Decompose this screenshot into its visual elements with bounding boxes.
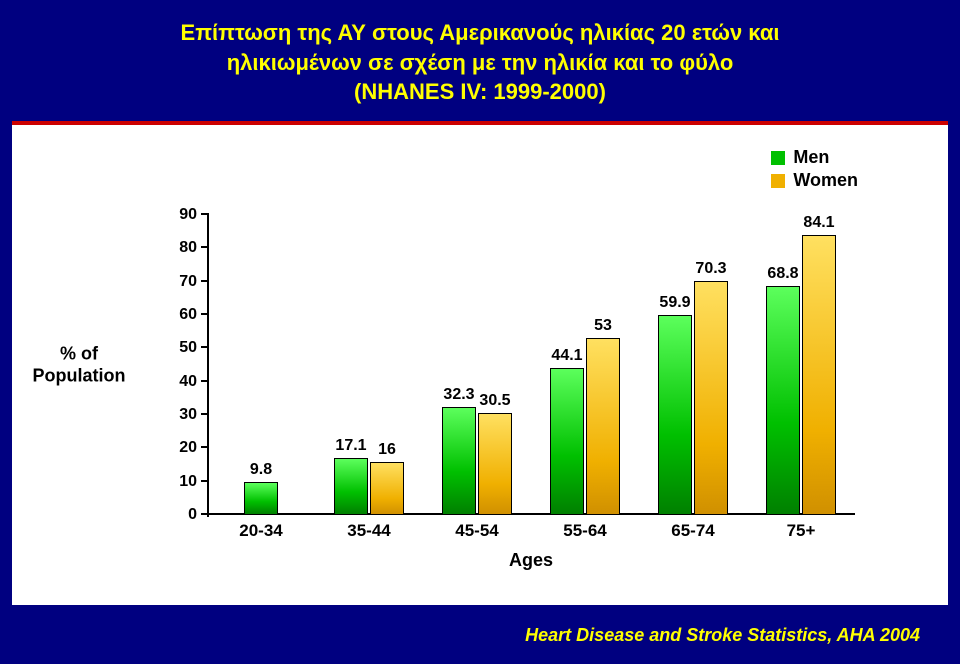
y-tick-mark xyxy=(201,413,207,415)
x-tick-label: 20-34 xyxy=(239,521,282,541)
bar-value-label: 30.5 xyxy=(479,392,510,410)
bar-group: 17.116 xyxy=(315,458,423,515)
chart-title: Επίπτωση της ΑΥ στους Αμερικανούς ηλικία… xyxy=(0,0,960,117)
x-axis-label: Ages xyxy=(509,550,553,571)
bar-value-label: 32.3 xyxy=(443,386,474,404)
bar-women: 53 xyxy=(586,338,620,515)
bar-men: 59.9 xyxy=(658,315,692,515)
legend-swatch-women xyxy=(771,174,785,188)
y-tick-mark xyxy=(201,246,207,248)
y-tick-label: 30 xyxy=(157,406,197,424)
y-tick-label: 90 xyxy=(157,206,197,224)
x-tick-label: 65-74 xyxy=(671,521,714,541)
bar-group: 32.330.5 xyxy=(423,407,531,515)
bar-value-label: 84.1 xyxy=(803,214,834,232)
title-line-1: Επίπτωση της ΑΥ στους Αμερικανούς ηλικία… xyxy=(60,18,900,48)
bar-value-label: 16 xyxy=(378,441,396,459)
y-tick-mark xyxy=(201,313,207,315)
bar-value-label: 17.1 xyxy=(335,437,366,455)
y-tick-label: 70 xyxy=(157,273,197,291)
y-axis-label-2: Population xyxy=(33,365,126,385)
y-tick-mark xyxy=(201,446,207,448)
bar-group: 44.153 xyxy=(531,338,639,515)
bar-women: 84.1 xyxy=(802,235,836,515)
x-tick-label: 55-64 xyxy=(563,521,606,541)
bar-men: 32.3 xyxy=(442,407,476,515)
y-axis-label-1: % of xyxy=(60,343,98,363)
x-tick-label: 35-44 xyxy=(347,521,390,541)
legend-swatch-men xyxy=(771,151,785,165)
bars-container: 9.817.11632.330.544.15359.970.368.884.1 xyxy=(207,215,855,515)
y-tick-label: 20 xyxy=(157,439,197,457)
bar-men: 9.8 xyxy=(244,482,278,515)
y-tick-label: 0 xyxy=(157,506,197,524)
bar-women: 16 xyxy=(370,462,404,515)
y-tick-mark xyxy=(201,513,207,515)
citation: Heart Disease and Stroke Statistics, AHA… xyxy=(525,625,920,646)
y-tick-mark xyxy=(201,213,207,215)
y-tick-label: 10 xyxy=(157,473,197,491)
y-axis-label: % of Population xyxy=(19,343,139,386)
bar-value-label: 44.1 xyxy=(551,347,582,365)
legend-item-men: Men xyxy=(771,147,858,168)
y-tick-mark xyxy=(201,480,207,482)
bar-women: 30.5 xyxy=(478,413,512,515)
bar-value-label: 53 xyxy=(594,317,612,335)
bar-men: 68.8 xyxy=(766,286,800,515)
x-tick-label: 75+ xyxy=(787,521,816,541)
plot-area: % of Population 9.817.11632.330.544.1535… xyxy=(207,215,855,515)
bar-value-label: 9.8 xyxy=(250,461,272,479)
y-tick-label: 60 xyxy=(157,306,197,324)
title-line-3: (NHANES IV: 1999-2000) xyxy=(60,77,900,107)
bar-men: 17.1 xyxy=(334,458,368,515)
bar-men: 44.1 xyxy=(550,368,584,515)
y-tick-mark xyxy=(201,346,207,348)
bar-value-label: 59.9 xyxy=(659,294,690,312)
y-tick-mark xyxy=(201,280,207,282)
chart-panel: Men Women % of Population 9.817.11632.33… xyxy=(12,125,948,605)
y-tick-label: 40 xyxy=(157,373,197,391)
legend-label-men: Men xyxy=(793,147,829,168)
bar-group: 59.970.3 xyxy=(639,281,747,515)
legend: Men Women xyxy=(771,147,858,193)
y-tick-label: 80 xyxy=(157,239,197,257)
y-tick-mark xyxy=(201,380,207,382)
title-line-2: ηλικιωμένων σε σχέση με την ηλικία και τ… xyxy=(60,48,900,78)
y-tick-label: 50 xyxy=(157,339,197,357)
bar-group: 9.8 xyxy=(207,482,315,515)
legend-label-women: Women xyxy=(793,170,858,191)
x-tick-label: 45-54 xyxy=(455,521,498,541)
bar-women: 70.3 xyxy=(694,281,728,515)
bar-value-label: 68.8 xyxy=(767,265,798,283)
bar-group: 68.884.1 xyxy=(747,235,855,515)
legend-item-women: Women xyxy=(771,170,858,191)
bar-value-label: 70.3 xyxy=(695,260,726,278)
